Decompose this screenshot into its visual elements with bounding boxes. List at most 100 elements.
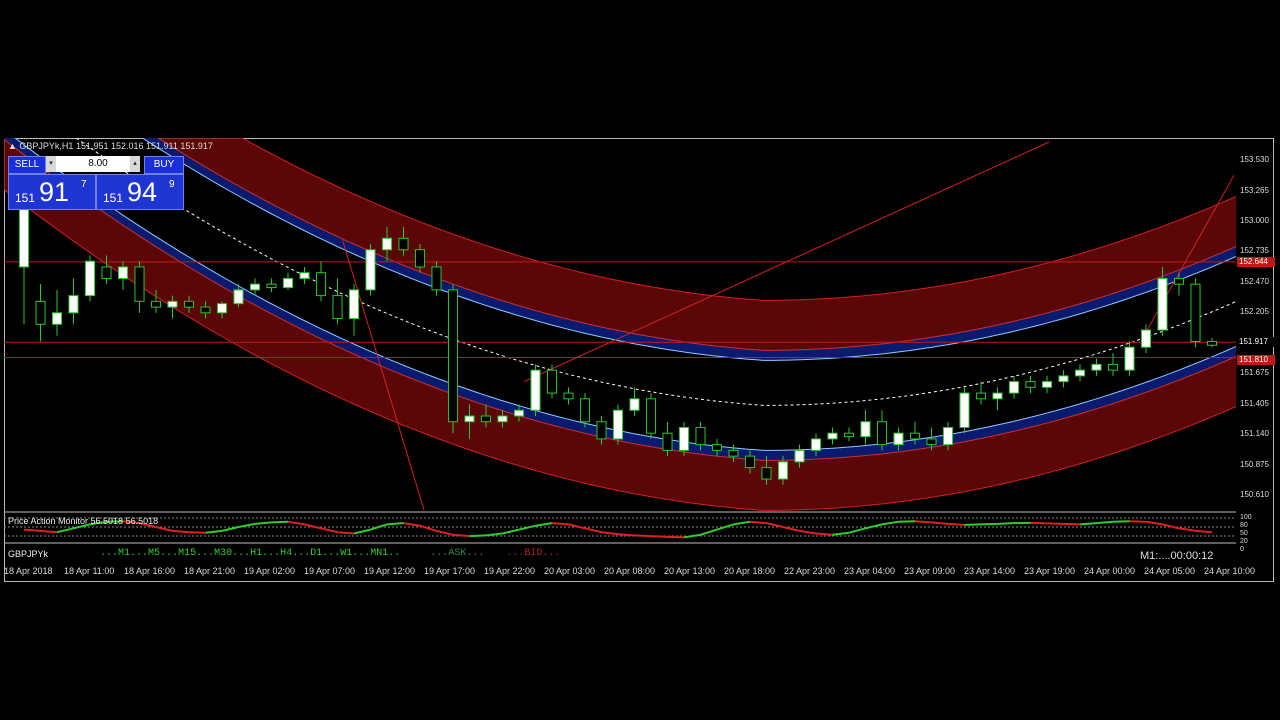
oscillator-segment [56,527,74,534]
sell-button[interactable]: SELL [8,156,46,174]
bottom-symbol-label: GBPJPYk [8,549,49,559]
buy-button[interactable]: BUY [144,156,184,174]
oscillator-segment [601,531,619,536]
oscillator-segment [815,532,833,536]
oscillator-segment [469,534,487,538]
oscillator-segment [1145,520,1163,526]
time-axis[interactable]: 18 Apr 2018 18 Apr 11:00 18 Apr 16:00 18 Ap… [0,566,1255,580]
price-chart[interactable] [4,138,1236,582]
candle-body [992,392,1003,400]
time-tick: 20 Apr 13:00 [664,566,716,576]
tf-w1-label[interactable]: W1 [340,548,353,559]
candle-body [1091,363,1102,371]
collapse-triangle-icon[interactable]: ▲ [8,141,20,151]
tf-d1[interactable]: D1... [310,548,341,559]
oscillator-segment [337,531,355,535]
tf-mn1[interactable]: MN1.. [370,548,401,559]
candle-body [348,289,360,320]
candle-body [35,300,46,325]
candle-body [1173,277,1185,285]
oscillator-segment [964,523,982,526]
oscillator-tick: 50 [1240,530,1248,537]
candle-body [662,432,673,451]
buy-price-prefix: 151 [103,191,124,205]
tf-m30[interactable]: M30... [214,548,251,559]
tf-m15-label[interactable]: M15 [178,548,197,559]
candle-body [299,272,310,279]
tf-w1[interactable]: W1... [340,548,371,559]
tf-h4-label[interactable]: H4 [280,548,293,559]
buy-price-quote[interactable]: 151 94 9 [96,174,184,210]
symbol-info-bar: ▲ GBPJPYk,H1 151.951 152.016 151.911 151… [8,141,213,152]
time-tick: 23 Apr 14:00 [964,566,1016,576]
time-tick: 19 Apr 17:00 [424,566,476,576]
tf-d1-label[interactable]: D1 [310,548,323,559]
resistance-price-tag: 152.644 [1237,256,1275,267]
upper-red-band [158,138,1236,351]
candle-body [975,392,987,400]
candle-body [84,260,96,297]
lot-increase-icon[interactable]: ▴ [130,156,140,172]
sell-price-pip: 7 [81,179,87,190]
lot-decrease-icon[interactable]: ▾ [46,156,56,172]
candle-body [117,266,129,279]
candle-body [860,421,871,438]
tf-m5[interactable]: M5... [148,548,179,559]
tf-m5-label[interactable]: M5 [148,548,161,559]
price-tick: 153.000 [1240,216,1269,226]
tf-m15[interactable]: M15... [178,548,215,559]
candle-body [711,444,723,451]
time-tick: 18 Apr 11:00 [64,566,115,576]
oscillator-segment [832,531,850,536]
candle-body [1140,329,1152,348]
tf-m30-label[interactable]: M30 [214,548,233,559]
candle-body [546,369,558,394]
candle-body [876,421,888,446]
tf-mn1-label[interactable]: MN1 [370,548,389,559]
oscillator-segment [667,535,685,539]
oscillator-segment [485,532,503,537]
upper-light-blue-line [141,138,1236,361]
oscillator-segment [452,533,470,538]
oscillator-segment [617,533,635,537]
oscillator-segment [568,523,586,530]
oscillator-segment [238,522,256,528]
oscillator-segment [1030,521,1048,525]
candle-body [431,266,442,291]
oscillator-segment [23,528,41,532]
candle-body [1124,346,1135,371]
candle-body [1074,369,1086,377]
tf-m1[interactable]: ...M1... [100,548,149,559]
candle-body [249,283,261,291]
ask-label: ...ASK... [430,548,485,559]
oscillator-segment [1096,520,1114,525]
oscillator-segment [254,521,272,525]
oscillator-segment [403,522,421,527]
price-tick: 151.140 [1240,429,1269,439]
oscillator-segment [320,527,338,534]
tf-h1-label[interactable]: H1 [250,548,263,559]
candle-body [398,237,409,251]
candle-body [744,455,756,469]
price-tick: 152.470 [1240,276,1269,286]
oscillator-segment [40,529,58,534]
upper-blue-channel [142,138,1236,361]
oscillator-segment [370,523,388,531]
chart-window[interactable] [4,138,1274,582]
time-tick: 24 Apr 00:00 [1084,566,1136,576]
candle-body [51,312,63,325]
lower-red-line [4,189,1236,511]
oscillator-segment [716,523,734,531]
candle-body [315,272,327,297]
candle-body [134,266,145,302]
current-price-tag: 151.917 [1237,337,1275,348]
tf-m1-label[interactable]: M1 [118,548,131,559]
lot-size-input[interactable]: 8.00 [56,156,140,172]
sell-price-quote[interactable]: 151 91 7 [8,174,96,210]
tf-h1[interactable]: H1... [250,548,281,559]
candle-body [480,415,492,423]
ask-text: ASK [448,548,467,559]
oscillator-tick: 0 [1240,546,1244,553]
indicator-label: Price Action Monitor 56.5018 56.5018 [8,516,159,526]
tf-h4[interactable]: H4... [280,548,311,559]
